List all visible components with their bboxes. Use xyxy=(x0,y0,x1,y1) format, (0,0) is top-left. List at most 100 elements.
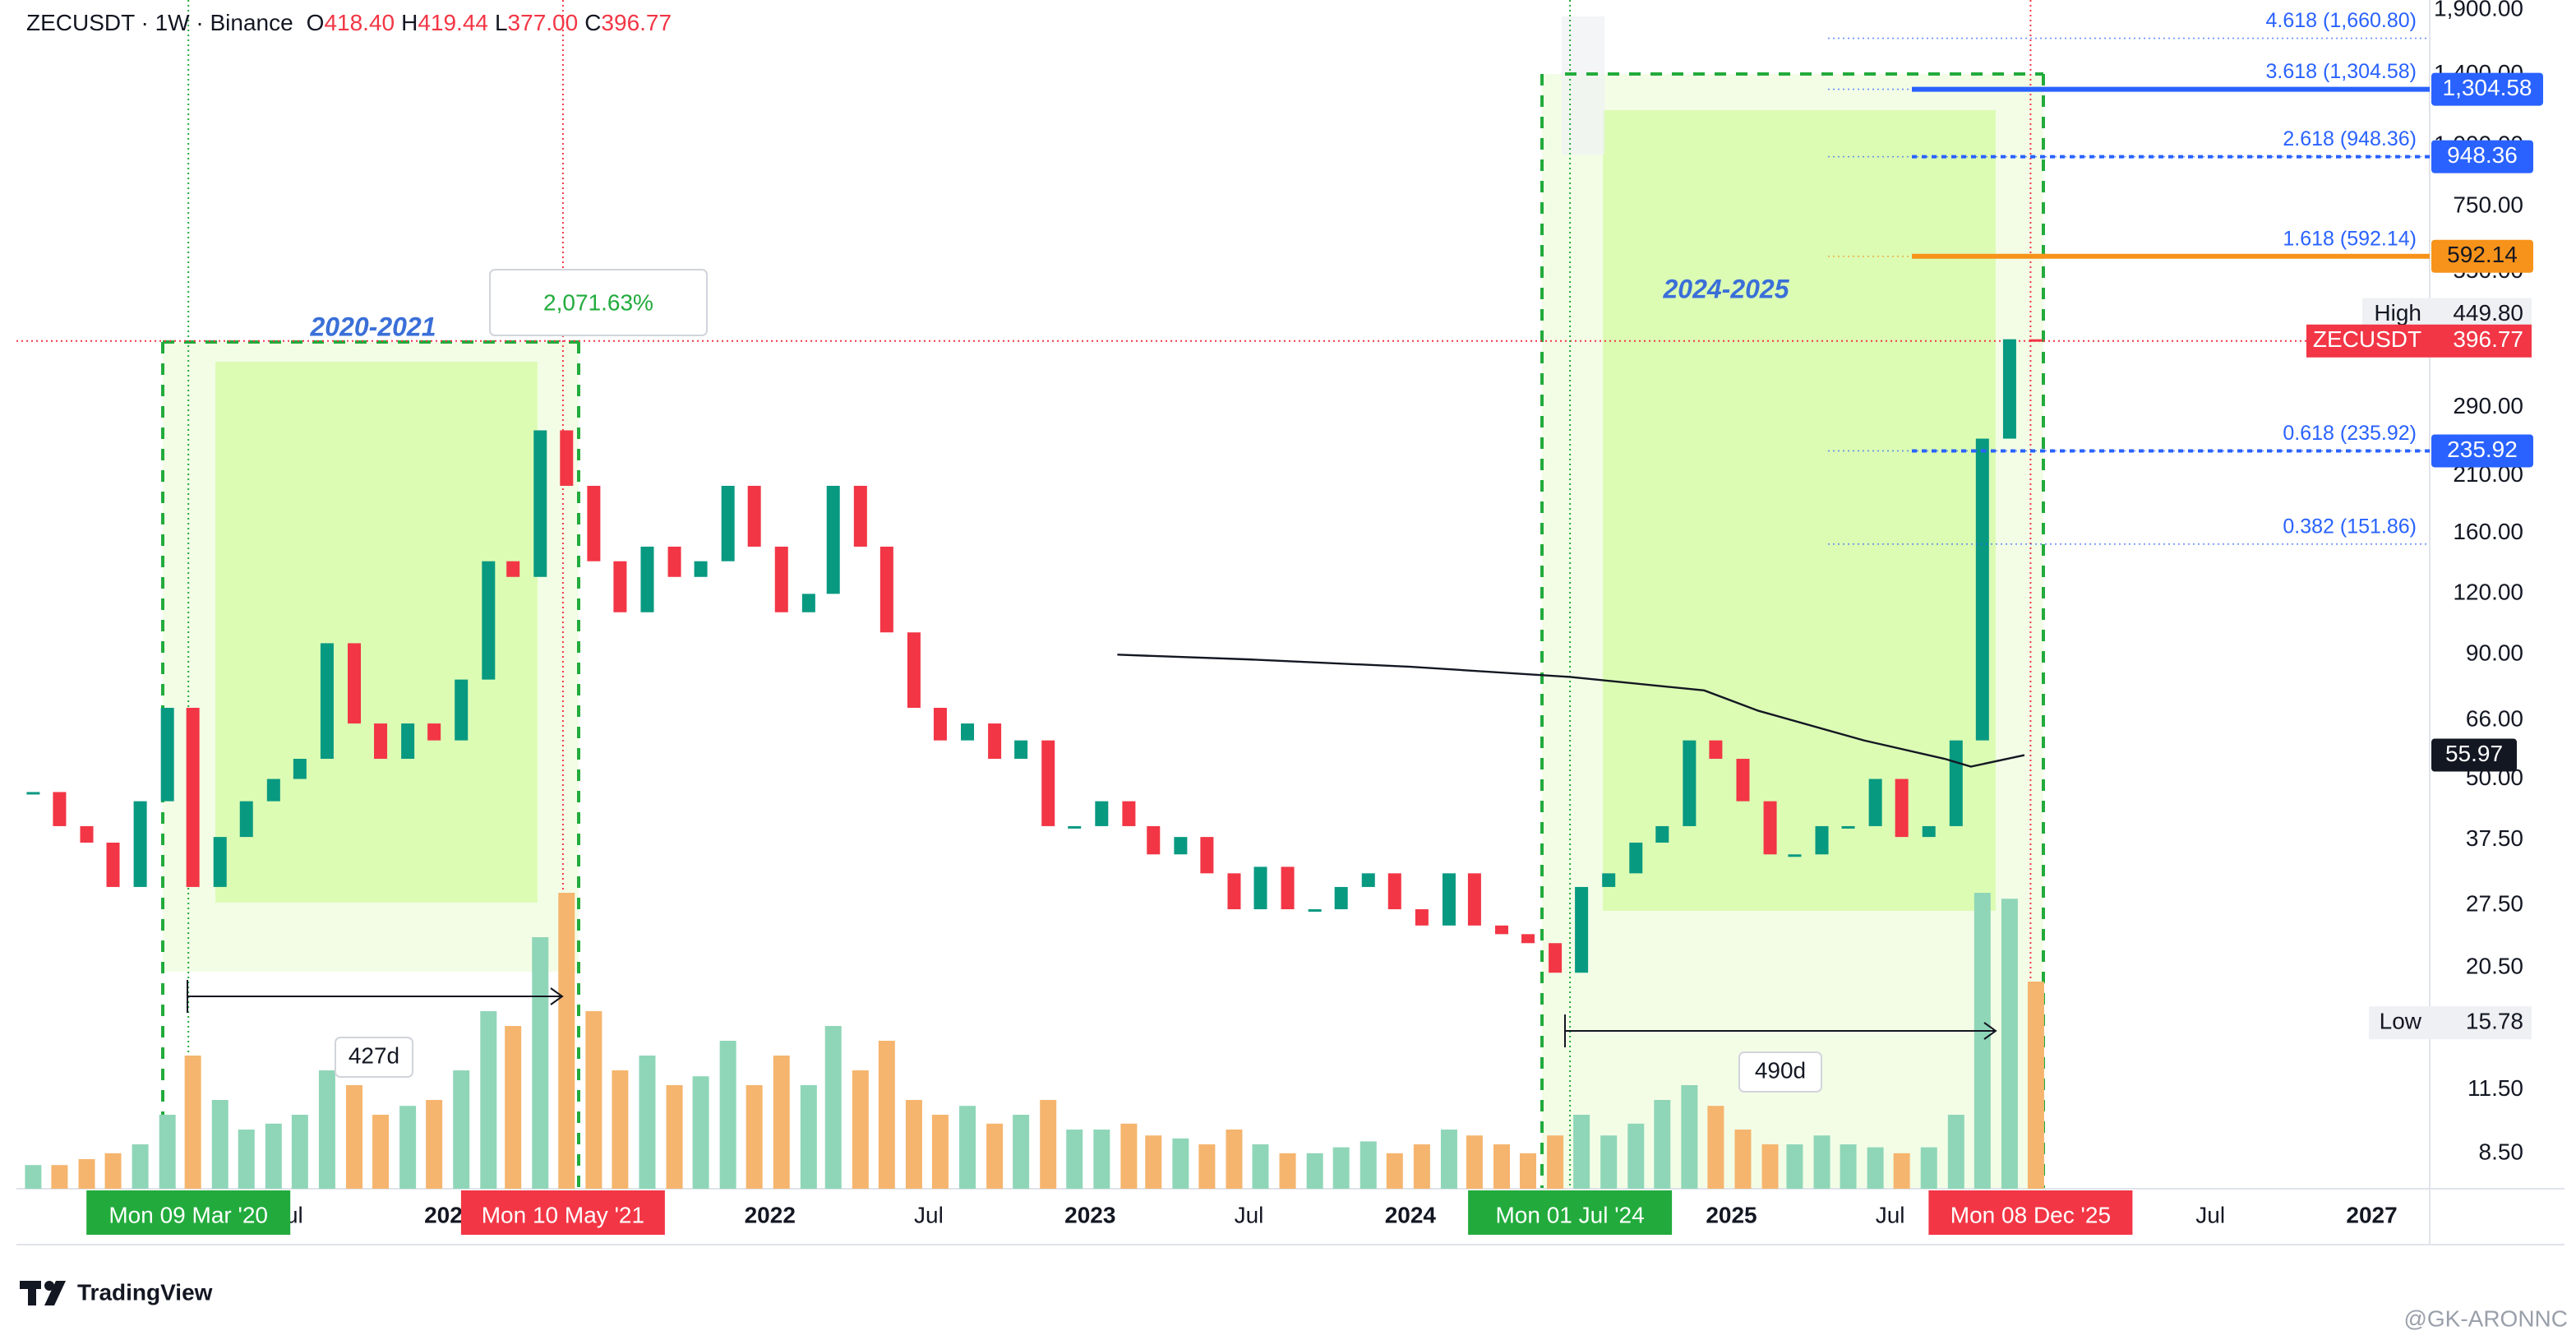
y-tick-label: 120.00 xyxy=(2453,580,2523,605)
watermark: @GK-ARONNC xyxy=(2403,1305,2568,1331)
volume-bar xyxy=(132,1144,149,1189)
x-tick-label: 2022 xyxy=(745,1202,796,1227)
x-tick-label: 2024 xyxy=(1385,1202,1437,1227)
logo-part xyxy=(28,1281,36,1305)
candle xyxy=(587,485,601,561)
volume-bar xyxy=(1547,1135,1564,1189)
volume-bar xyxy=(291,1115,308,1189)
candle xyxy=(506,561,520,577)
candle xyxy=(961,723,975,741)
volume-bar xyxy=(719,1041,736,1189)
volume-bar xyxy=(78,1159,95,1189)
fib-label: 0.618 (235.92) xyxy=(2283,422,2417,445)
volume-bar xyxy=(1093,1130,1110,1189)
candle xyxy=(1683,740,1697,826)
last-price-badge xyxy=(2306,324,2532,358)
candle xyxy=(427,723,441,741)
candle xyxy=(1014,740,1028,760)
price-badge xyxy=(2431,239,2533,273)
candle xyxy=(482,561,496,680)
volume-bar xyxy=(2027,982,2044,1189)
volume-bar xyxy=(986,1123,1004,1189)
volume-bar xyxy=(1332,1147,1350,1189)
ohlc-value: 396.77 xyxy=(601,10,672,35)
y-tick-label: 290.00 xyxy=(2453,393,2523,418)
candle xyxy=(667,546,681,577)
candle xyxy=(1549,943,1563,973)
x-tick-label: 2027 xyxy=(2346,1202,2397,1227)
volume-bar xyxy=(931,1115,949,1189)
range-box-inner xyxy=(1603,110,1996,911)
logo-ghost xyxy=(1562,16,1604,155)
volume-bar xyxy=(1707,1106,1724,1189)
ohlc-value: 418.40 xyxy=(324,10,395,35)
x-tick-label: Jul xyxy=(914,1202,944,1227)
span-arrows xyxy=(187,980,1997,1047)
volume-bar xyxy=(1040,1100,1057,1189)
volume-bar xyxy=(773,1056,790,1189)
y-tick-label: 90.00 xyxy=(2466,640,2523,666)
candle xyxy=(560,430,574,486)
volume-bar xyxy=(1786,1144,1803,1189)
volume-bar xyxy=(426,1100,443,1189)
candle xyxy=(694,561,708,577)
price-badge-label: 592.14 xyxy=(2447,242,2518,267)
candle xyxy=(1868,779,1882,826)
candle xyxy=(239,801,253,838)
price-badge xyxy=(2431,72,2543,106)
candle xyxy=(213,837,227,887)
price-badge xyxy=(2431,140,2533,173)
candle xyxy=(266,779,280,802)
volume-bar xyxy=(51,1165,68,1189)
fib-label: 2.618 (948.36) xyxy=(2283,127,2417,150)
candle xyxy=(988,723,1002,760)
candle xyxy=(853,485,867,547)
event-badge xyxy=(1468,1190,1673,1235)
volume-bar xyxy=(824,1026,842,1189)
candle xyxy=(1174,837,1188,855)
span-arrow xyxy=(550,987,564,1005)
volume-bar xyxy=(318,1070,335,1189)
event-label: Mon 09 Mar '20 xyxy=(108,1202,268,1227)
candle xyxy=(801,594,815,612)
volume-bar xyxy=(1681,1085,1698,1189)
candle xyxy=(53,792,67,826)
ma-badge xyxy=(2431,738,2517,772)
y-tick-label: 8.50 xyxy=(2479,1139,2524,1165)
volume-bar xyxy=(1386,1153,1403,1189)
y-tick-label: 750.00 xyxy=(2453,192,2523,217)
y-tick-label: 37.50 xyxy=(2466,825,2523,851)
event-badge xyxy=(460,1190,665,1235)
x-tick-label: Jul xyxy=(1235,1202,1264,1227)
candle xyxy=(1467,873,1481,926)
y-tick-label: 11.50 xyxy=(2468,1075,2523,1101)
candle xyxy=(455,679,469,741)
candle xyxy=(26,792,40,795)
event-badge xyxy=(1928,1190,2133,1235)
volume-bar xyxy=(1145,1135,1162,1189)
volume-bar xyxy=(959,1106,976,1189)
volume-bar xyxy=(25,1165,42,1189)
volume-bar xyxy=(585,1011,602,1189)
event-badge xyxy=(86,1190,291,1235)
volume-bar xyxy=(1867,1147,1884,1189)
volume-bar xyxy=(184,1056,201,1189)
range-label: 2020-2021 xyxy=(309,312,436,341)
candle xyxy=(1147,825,1161,855)
candle xyxy=(1841,825,1855,829)
volume-bar xyxy=(1947,1115,1964,1189)
candle xyxy=(2029,339,2043,342)
price-badge xyxy=(2431,434,2533,468)
logo-part xyxy=(44,1281,54,1291)
logo-part xyxy=(44,1281,66,1305)
y-tick-label: 20.50 xyxy=(2466,953,2523,978)
volume-bar xyxy=(639,1056,656,1189)
x-tick-label: 2025 xyxy=(1706,1202,1757,1227)
volume-bar xyxy=(159,1115,176,1189)
volume-bar xyxy=(532,937,549,1189)
candle xyxy=(1095,801,1109,826)
candle xyxy=(348,643,362,724)
x-tick-label: Jul xyxy=(2195,1202,2225,1227)
candle xyxy=(1655,825,1669,843)
volume-bar xyxy=(238,1130,255,1189)
